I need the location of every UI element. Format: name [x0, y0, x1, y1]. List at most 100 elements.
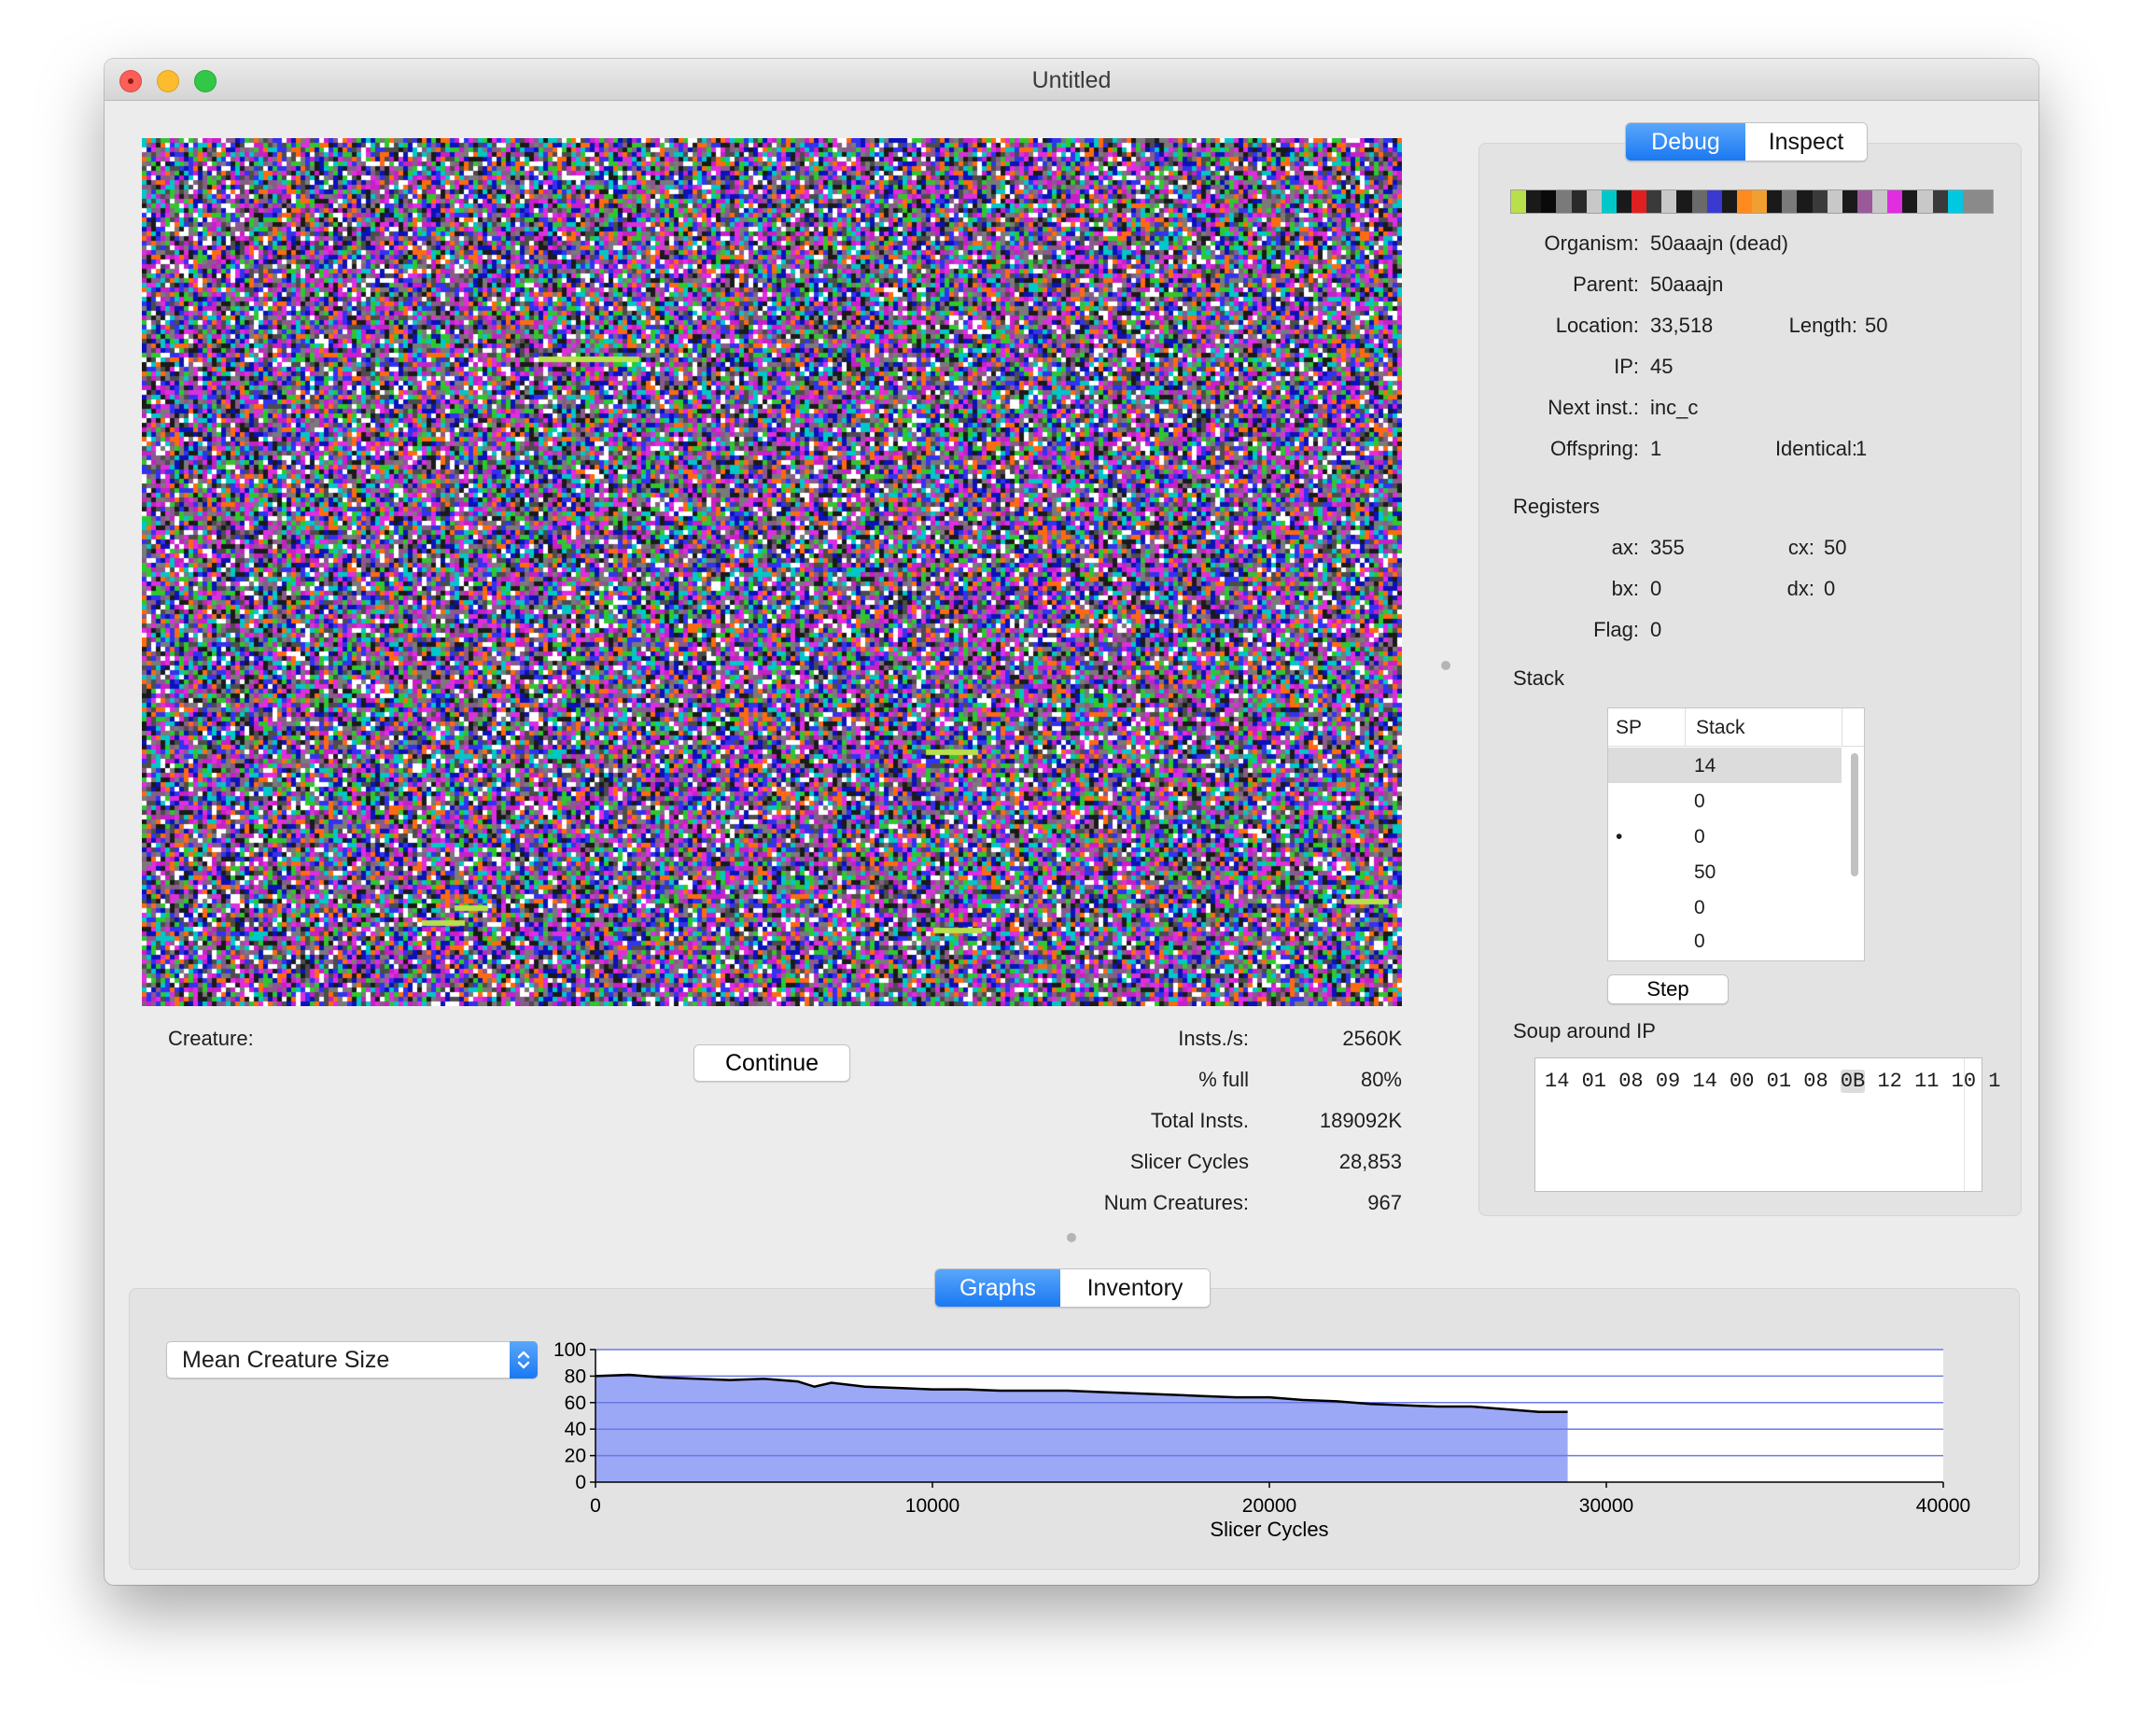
percent-full-value: 80% — [1360, 1068, 1402, 1091]
soup-view[interactable] — [142, 138, 1402, 1006]
next-inst-value: inc_c — [1650, 396, 1699, 419]
stack-table[interactable]: SP Stack 14 0 • 0 50 0 0 — [1607, 707, 1865, 961]
stack-column-header[interactable]: Stack — [1696, 717, 1745, 738]
minimize-window-button[interactable] — [157, 70, 179, 92]
stack-row-value: 14 — [1694, 755, 1716, 777]
graph-type-select[interactable]: Mean Creature Size — [166, 1341, 538, 1379]
sp-column-header[interactable]: SP — [1616, 717, 1643, 738]
creature-label: Creature: — [168, 1027, 254, 1050]
genome-segment — [1932, 190, 1948, 213]
y-tick-label: 20 — [565, 1446, 586, 1467]
offspring-value: 1 — [1650, 437, 1662, 460]
stack-row[interactable]: 0 — [1608, 889, 1842, 925]
insts-per-sec-label: Insts./s: — [1178, 1027, 1249, 1050]
identical-label: Identical: — [1774, 437, 1857, 460]
dx-value: 0 — [1824, 577, 1836, 600]
stack-heading: Stack — [1513, 666, 1565, 690]
title-bar: Untitled — [105, 59, 2038, 101]
genome-segment — [1752, 190, 1768, 213]
genome-segment — [1797, 190, 1813, 213]
num-creatures-label: Num Creatures: — [1103, 1191, 1249, 1214]
cx-value: 50 — [1824, 536, 1847, 559]
genome-segment — [1902, 190, 1918, 213]
stack-row[interactable]: 0 — [1608, 783, 1842, 819]
genome-segment — [1646, 190, 1662, 213]
stack-pointer-marker: • — [1616, 826, 1623, 847]
cx-label: cx: — [1787, 536, 1814, 559]
stack-scroll-thumb[interactable] — [1851, 753, 1858, 876]
ip-label: IP: — [1614, 355, 1639, 378]
ax-label: ax: — [1611, 536, 1639, 559]
stack-row[interactable]: • 0 — [1608, 819, 1842, 854]
genome-segment — [1812, 190, 1828, 213]
horizontal-split-handle[interactable] — [1067, 1233, 1076, 1242]
identical-value: 1 — [1856, 437, 1868, 460]
bx-label: bx: — [1611, 577, 1639, 600]
soup-bytes-before: 14 01 08 09 14 00 01 08 — [1545, 1070, 1841, 1093]
debug-panel — [1478, 143, 2022, 1216]
location-label: Location: — [1555, 314, 1639, 337]
ip-value: 45 — [1650, 355, 1674, 378]
close-window-button[interactable] — [119, 70, 142, 92]
percent-full-label: % full — [1198, 1068, 1249, 1091]
soup-around-ip-view[interactable]: 14 01 08 09 14 00 01 08 0B 12 11 10 1 — [1534, 1057, 2001, 1192]
genome-segment — [1721, 190, 1737, 213]
length-value: 50 — [1865, 314, 1888, 337]
y-tick-label: 40 — [565, 1419, 586, 1440]
slicer-cycles-label: Slicer Cycles — [1129, 1150, 1249, 1173]
genome-segment — [1571, 190, 1587, 213]
stack-table-header: SP Stack — [1608, 708, 1864, 747]
series-line — [595, 1373, 1568, 1413]
x-tick-label: 40000 — [1916, 1495, 1970, 1517]
genome-segment — [1782, 190, 1798, 213]
genome-segment — [1706, 190, 1722, 213]
stack-row-value: 0 — [1694, 791, 1705, 812]
bx-value: 0 — [1650, 577, 1662, 600]
genome-segment — [1887, 190, 1903, 213]
genome-segment — [1917, 190, 1933, 213]
x-axis-label: Slicer Cycles — [1210, 1518, 1328, 1541]
genome-segment — [1856, 190, 1872, 213]
genome-segment — [1827, 190, 1842, 213]
genome-segment — [1511, 190, 1527, 213]
genome-segment — [1661, 190, 1677, 213]
genome-segment — [1736, 190, 1752, 213]
stack-row-value: 0 — [1694, 826, 1705, 847]
step-button[interactable]: Step — [1607, 974, 1729, 1004]
x-tick-label: 30000 — [1579, 1495, 1633, 1517]
stack-row-value: 0 — [1694, 931, 1705, 952]
tab-graphs[interactable]: Graphs — [935, 1269, 1060, 1307]
tab-inventory[interactable]: Inventory — [1060, 1269, 1210, 1307]
continue-button[interactable]: Continue — [693, 1044, 850, 1082]
slicer-cycles-value: 28,853 — [1338, 1150, 1402, 1173]
tab-debug[interactable]: Debug — [1626, 123, 1745, 161]
x-tick-label: 0 — [590, 1495, 601, 1517]
dx-label: dx: — [1786, 577, 1814, 600]
registers-heading: Registers — [1513, 495, 1600, 518]
select-arrows-icon — [510, 1341, 538, 1379]
organism-label: Organism: — [1544, 231, 1639, 255]
flag-value: 0 — [1650, 618, 1662, 641]
genome-segment — [1632, 190, 1647, 213]
genome-segment — [1676, 190, 1692, 213]
stack-row[interactable]: 14 — [1608, 748, 1842, 783]
stack-row[interactable]: 50 — [1608, 854, 1842, 889]
soup-bytes: 14 01 08 09 14 00 01 08 0B 12 11 10 1 — [1545, 1070, 2001, 1093]
genome-segment — [1541, 190, 1557, 213]
genome-segment — [1947, 190, 1963, 213]
genome-segment — [1842, 190, 1857, 213]
soup-scrollbar[interactable] — [1964, 1058, 1982, 1191]
soup-bytes-after: 12 11 10 1 — [1865, 1070, 2001, 1093]
y-tick-label: 0 — [575, 1472, 586, 1493]
zoom-window-button[interactable] — [194, 70, 217, 92]
total-insts-value: 189092K — [1319, 1109, 1402, 1132]
tab-inspect[interactable]: Inspect — [1745, 123, 1867, 161]
soup-around-ip-heading: Soup around IP — [1513, 1019, 1656, 1043]
graphs-inventory-tabs: Graphs Inventory — [934, 1268, 1211, 1308]
genome-segment — [1526, 190, 1542, 213]
vertical-split-handle[interactable] — [1441, 661, 1450, 670]
window-title: Untitled — [1031, 67, 1112, 93]
stack-row[interactable]: 0 — [1608, 925, 1842, 960]
x-tick-label: 20000 — [1242, 1495, 1296, 1517]
graph-type-value: Mean Creature Size — [182, 1347, 390, 1373]
